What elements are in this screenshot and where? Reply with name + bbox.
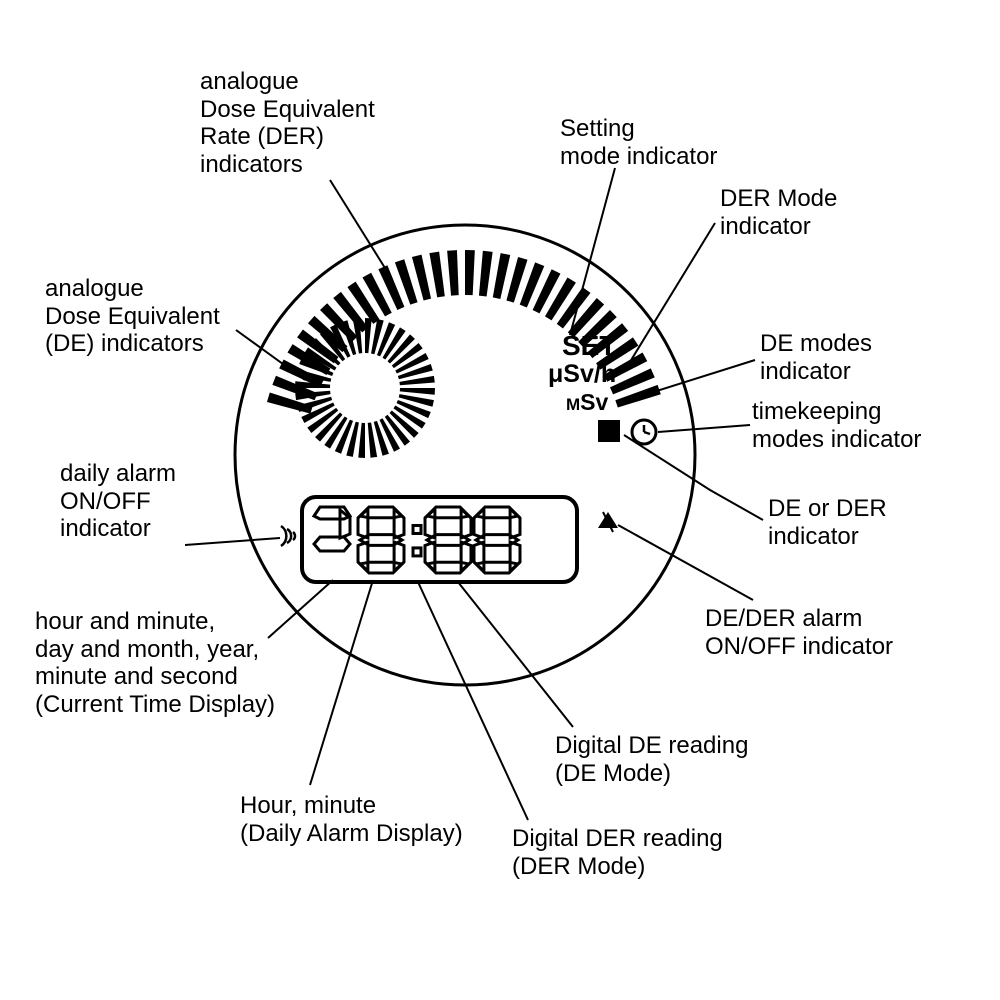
label-hour_minute_etc: hour and minute,day and month, year,minu… — [35, 608, 275, 718]
label-de_modes: DE modesindicator — [760, 330, 872, 385]
label-de_der_alarm: DE/DER alarmON/OFF indicator — [705, 605, 893, 660]
label-hour_minute_daily: Hour, minute(Daily Alarm Display) — [240, 792, 463, 847]
clock-icon — [632, 420, 656, 444]
analogue-de-ring — [295, 318, 435, 458]
label-analogue_de: analogueDose Equivalent(DE) indicators — [45, 275, 220, 358]
label-digital_der: Digital DER reading(DER Mode) — [512, 825, 723, 880]
msv-label: MSv — [566, 389, 608, 416]
usvh-label: μSv/h — [548, 360, 616, 389]
label-digital_de: Digital DE reading(DE Mode) — [555, 732, 748, 787]
label-de_or_der: DE or DERindicator — [768, 495, 887, 550]
label-der_mode: DER Modeindicator — [720, 185, 837, 240]
bell-icon — [598, 512, 618, 532]
label-setting_mode: Settingmode indicator — [560, 115, 717, 170]
dosimeter-watch-diagram: SET μSv/h MSv analogueDose EquivalentRat… — [0, 0, 1000, 1000]
label-daily_alarm: daily alarmON/OFFindicator — [60, 460, 176, 543]
de-der-indicator-icon — [598, 420, 620, 442]
digital-display — [302, 497, 577, 582]
sound-icon — [281, 526, 295, 546]
set-label: SET — [562, 330, 616, 362]
label-timekeeping: timekeepingmodes indicator — [752, 398, 921, 453]
label-analogue_der: analogueDose EquivalentRate (DER)indicat… — [200, 68, 375, 178]
